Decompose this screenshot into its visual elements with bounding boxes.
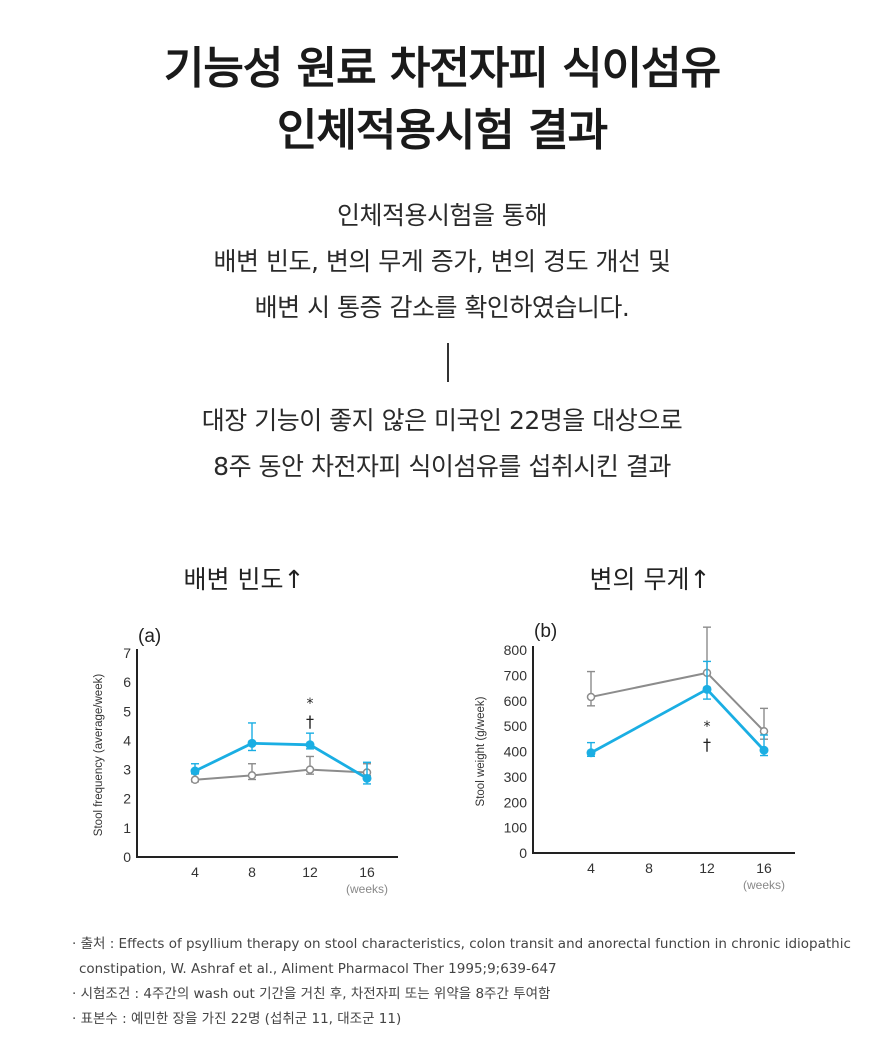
y-tick-label: 3 xyxy=(123,762,131,778)
y-tick-label: 700 xyxy=(504,667,528,683)
intro-line-3: 배변 시 통증 감소를 확인하였습니다. xyxy=(254,293,630,322)
y-axis-label: Stool weight (g/week) xyxy=(475,696,487,806)
y-tick-label: 1 xyxy=(123,820,131,836)
treatment-series-line xyxy=(194,741,368,780)
y-tick-label: 100 xyxy=(504,820,528,836)
treatment-data-point xyxy=(586,748,596,758)
x-tick-label: 12 xyxy=(302,864,318,880)
panel-label: (a) xyxy=(138,626,161,647)
y-tick-label: 5 xyxy=(123,703,131,719)
y-tick-label: 6 xyxy=(123,674,131,690)
treatment-data-point xyxy=(702,684,712,694)
x-axis-unit: (weeks) xyxy=(346,882,388,896)
x-tick-label: 4 xyxy=(191,864,199,880)
page-title-line-2: 인체적용시험 결과 xyxy=(276,105,608,156)
note-conditions: · 시험조건 : 4주간의 wash out 기간을 거친 후, 차전자피 또는… xyxy=(72,986,551,1002)
study-line-2: 8주 동안 차전자피 식이섬유를 섭취시킨 결과 xyxy=(213,452,671,481)
y-tick-label: 400 xyxy=(504,744,528,760)
section-divider xyxy=(447,343,449,382)
significance-asterisk: * xyxy=(307,696,314,712)
treatment-series-line xyxy=(590,687,766,754)
chart-a-heading: 배변 빈도↑ xyxy=(183,565,305,594)
treatment-data-point xyxy=(190,766,200,776)
x-tick-label: 4 xyxy=(587,860,595,876)
y-tick-label: 4 xyxy=(123,732,131,748)
intro-line-1: 인체적용시험을 통해 xyxy=(337,201,547,230)
treatment-data-point xyxy=(759,745,769,755)
y-tick-label: 500 xyxy=(504,718,528,734)
y-tick-label: 200 xyxy=(504,794,528,810)
page-title-line-1: 기능성 원료 차전자피 식이섬유 xyxy=(163,43,721,94)
stool-weight-chart: 0 100 200 300 400 500 600 700 800 4 8 12 16 (weeks) (b… xyxy=(475,621,795,892)
chart-b-heading: 변의 무게↑ xyxy=(589,565,711,594)
study-line-1: 대장 기능이 좋지 않은 미국인 22명을 대상으로 xyxy=(201,406,683,435)
treatment-data-point xyxy=(305,740,315,750)
panel-label: (b) xyxy=(534,621,557,642)
y-axis-label: Stool frequency (average/week) xyxy=(93,674,105,837)
x-tick-label: 8 xyxy=(248,864,256,880)
significance-asterisk: * xyxy=(704,719,711,735)
significance-dagger: † xyxy=(306,712,314,731)
x-tick-label: 12 xyxy=(699,860,715,876)
footnotes: · 출처 : Effects of psyllium therapy on st… xyxy=(72,932,862,1032)
treatment-data-point xyxy=(247,738,257,748)
x-axis-unit: (weeks) xyxy=(743,878,785,892)
note-source: · 출처 : Effects of psyllium therapy on st… xyxy=(72,936,851,977)
y-tick-label: 800 xyxy=(504,642,528,658)
significance-dagger: † xyxy=(703,735,711,754)
control-data-point xyxy=(247,771,257,780)
x-tick-label: 16 xyxy=(756,860,772,876)
control-data-point xyxy=(586,692,596,702)
y-tick-label: 600 xyxy=(504,693,528,709)
intro-line-2: 배변 빈도, 변의 무게 증가, 변의 경도 개선 및 xyxy=(213,247,671,276)
control-data-point xyxy=(305,765,315,774)
control-data-point xyxy=(190,775,200,785)
control-data-point xyxy=(759,726,769,736)
y-tick-label: 300 xyxy=(504,769,528,785)
y-tick-label: 0 xyxy=(123,849,131,865)
note-sample: · 표본수 : 예민한 장을 가진 22명 (섭취군 11, 대조군 11) xyxy=(72,1011,402,1027)
y-tick-label: 2 xyxy=(123,791,131,807)
control-series-line xyxy=(194,768,368,781)
y-tick-label: 0 xyxy=(519,845,527,861)
treatment-data-point xyxy=(362,773,372,783)
x-tick-label: 8 xyxy=(645,860,653,876)
y-tick-label: 7 xyxy=(123,645,131,661)
x-tick-label: 16 xyxy=(359,864,375,880)
